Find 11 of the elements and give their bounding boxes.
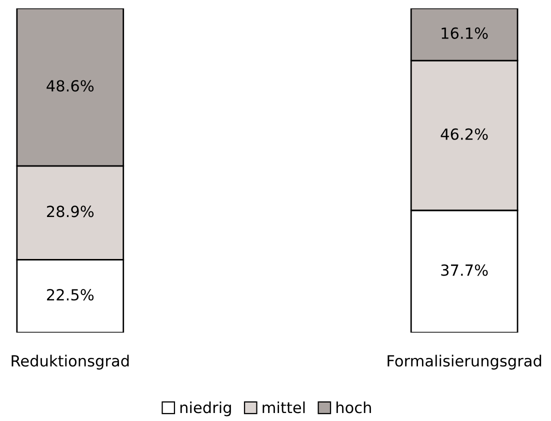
data-label: 16.1% [442,27,488,39]
data-label: 46.2% [440,128,488,140]
legend-label: niedrig [180,401,231,416]
legend-label: mittel [262,401,305,414]
x-tick-label: Reduktionsgrad [12,354,129,370]
x-tick-label: Formalisierungsgrad [388,354,542,370]
data-label: 37.7% [441,264,488,276]
data-label: 28.9% [47,206,94,218]
data-label: 22.5% [47,289,94,301]
data-label: 48.6% [46,80,94,92]
legend-label: hoch [336,401,371,414]
